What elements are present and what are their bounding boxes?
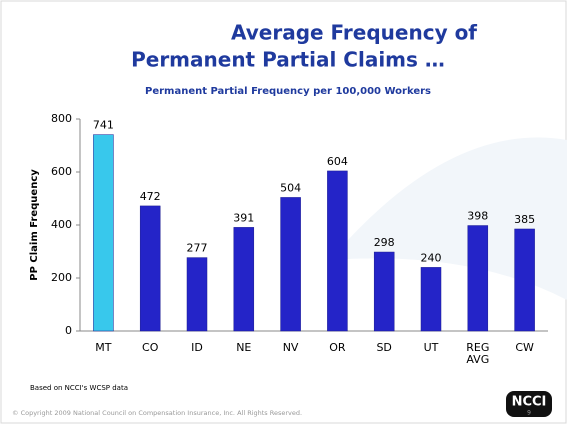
x-tick-label: REG AVG: [466, 341, 490, 366]
bar: [280, 197, 301, 332]
value-label: 741: [93, 119, 114, 132]
bar: [139, 205, 161, 332]
title-line: Average Frequency of: [231, 21, 477, 45]
bar: [93, 134, 114, 332]
logo: NCCI: [512, 395, 547, 410]
value-label: 472: [140, 190, 161, 203]
value-label: 298: [374, 236, 395, 249]
y-tick-label: 400: [51, 218, 72, 231]
page-number: 9: [527, 410, 531, 417]
y-tick-label: 0: [65, 324, 72, 337]
value-label: 504: [280, 181, 301, 194]
x-tick-label: NE: [236, 341, 252, 354]
bar: [186, 257, 208, 332]
x-tick-label: CO: [142, 341, 159, 354]
value-label: 391: [233, 211, 254, 224]
x-tick-label: OR: [329, 341, 346, 354]
y-axis-label: PP Claim Frequency: [29, 169, 40, 281]
background-swoosh: [330, 137, 567, 300]
y-tick-label: 200: [51, 271, 72, 284]
footnote: Based on NCCI's WCSP data: [30, 384, 128, 392]
title-line: Permanent Partial Claims …: [131, 48, 445, 72]
x-tick-label: ID: [191, 341, 203, 354]
value-label: 398: [467, 210, 488, 223]
bar: [420, 267, 442, 332]
x-tick-label: SD: [376, 341, 392, 354]
y-tick-label: 600: [51, 165, 72, 178]
subtitle: Permanent Partial Frequency per 100,000 …: [145, 86, 431, 97]
x-tick-label: UT: [423, 341, 439, 354]
bar: [327, 170, 348, 332]
y-tick-label: 800: [51, 112, 72, 125]
x-tick-label: NV: [282, 341, 299, 354]
bar: [467, 225, 489, 332]
bar: [373, 251, 395, 332]
value-label: 385: [514, 213, 535, 226]
bar: [233, 227, 255, 332]
value-label: 604: [327, 155, 348, 168]
bar: [514, 228, 535, 332]
x-tick-label: MT: [95, 341, 112, 354]
value-label: 277: [187, 242, 208, 255]
value-label: 240: [421, 251, 442, 264]
x-tick-label: CW: [515, 341, 534, 354]
logo-badge: [506, 391, 552, 417]
copyright: © Copyright 2009 National Council on Com…: [12, 409, 302, 417]
